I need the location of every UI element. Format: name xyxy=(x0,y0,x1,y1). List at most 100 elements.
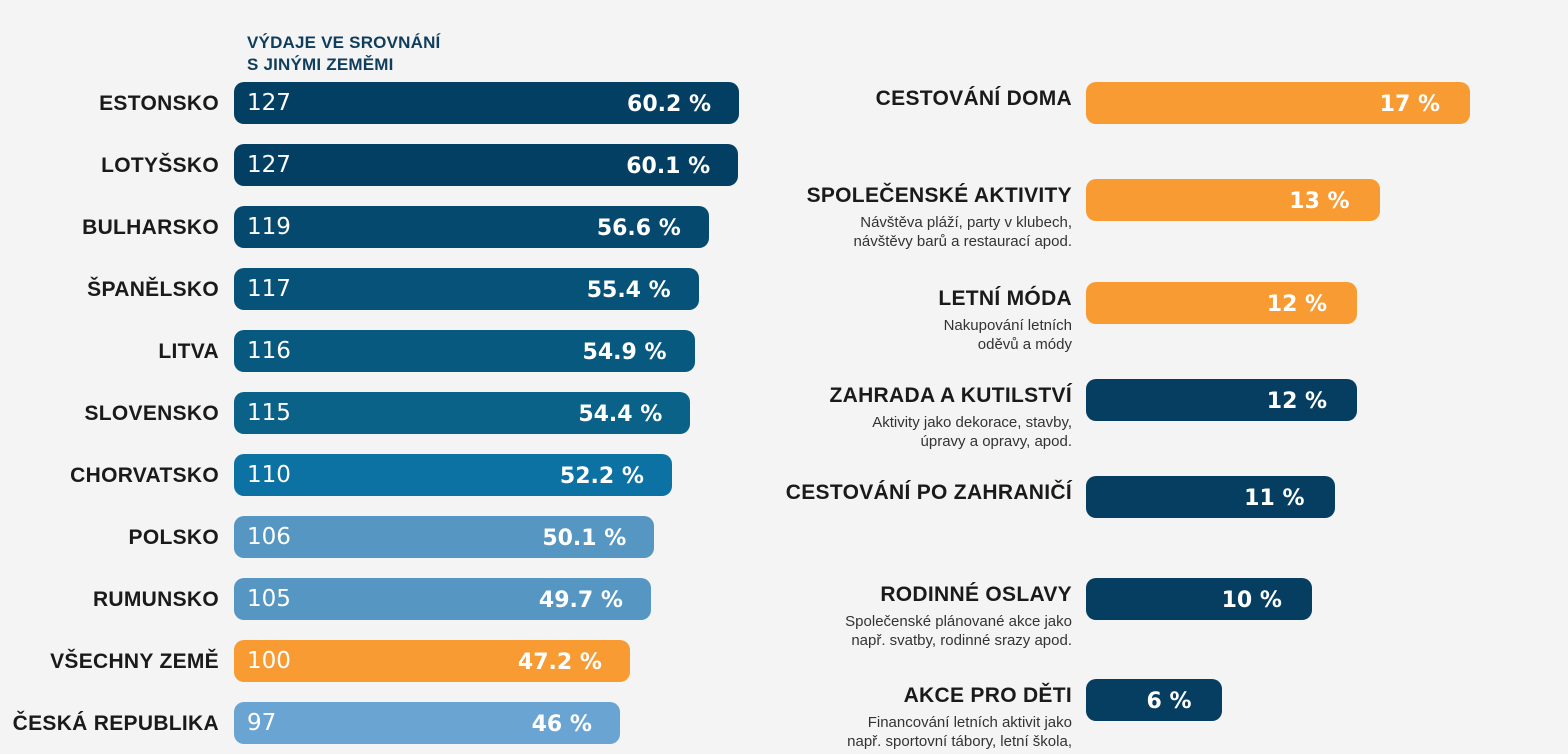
category-title: LETNÍ MÓDA xyxy=(938,287,1072,310)
chart-row: RUMUNSKO 105 49.7 % xyxy=(0,578,1568,622)
bar: 110 52.2 % xyxy=(234,454,672,496)
bar-value-label: 12 % xyxy=(1266,389,1328,414)
bar-value-label: 11 % xyxy=(1244,486,1305,511)
bar: 10 % xyxy=(1086,578,1312,620)
bar-index-label: 110 xyxy=(247,462,291,488)
category-description-line: oděvů a módy xyxy=(977,336,1072,353)
country-label: VŠECHNY ZEMĚ xyxy=(50,650,219,673)
category-row: LETNÍ MÓDA Nakupování letních oděvů a módy… xyxy=(0,282,1568,353)
category-row: CESTOVÁNÍ PO ZAHRANIČÍ 11 % xyxy=(0,476,1568,520)
category-row: AKCE PRO DĚTI Financování letních aktivit… xyxy=(0,679,1568,750)
bar-index-label: 100 xyxy=(247,648,291,674)
bar-percent-label: 54.9 % xyxy=(582,340,667,365)
category-row: ZAHRADA A KUTILSTVÍ Aktivity jako dekorac… xyxy=(0,379,1568,450)
country-label: ČESKÁ REPUBLIKA xyxy=(12,712,219,735)
category-description-line: návštěvy barů a restaurací apod. xyxy=(853,233,1072,250)
bar-value-label: 17 % xyxy=(1379,92,1440,117)
bar: 117 55.4 % xyxy=(234,268,699,310)
country-label: LITVA xyxy=(158,340,219,363)
category-title: CESTOVÁNÍ DOMA xyxy=(875,87,1072,110)
bar-index-label: 105 xyxy=(247,586,291,612)
bar-value-label: 6 % xyxy=(1146,689,1192,714)
country-label: BULHARSKO xyxy=(82,216,219,239)
category-title: ZAHRADA A KUTILSTVÍ xyxy=(829,384,1072,407)
country-label: POLSKO xyxy=(128,526,219,549)
category-title: AKCE PRO DĚTI xyxy=(903,684,1072,707)
bar-index-label: 116 xyxy=(247,338,291,364)
bar-percent-label: 60.2 % xyxy=(627,92,711,117)
category-row: CESTOVÁNÍ DOMA 17 % xyxy=(0,82,1568,126)
bar-percent-label: 50.1 % xyxy=(542,526,627,551)
category-title: RODINNÉ OSLAVY xyxy=(880,583,1072,606)
bar-value-label: 10 % xyxy=(1221,588,1282,613)
bar: 97 46 % xyxy=(234,702,620,744)
bar: 100 47.2 % xyxy=(234,640,630,682)
category-description-line: Aktivity jako dekorace, stavby, xyxy=(872,414,1072,431)
bar: 11 % xyxy=(1086,476,1335,518)
category-description: Společenské plánované akce jako např. sva… xyxy=(752,612,1072,650)
category-description: Financování letních aktivit jako např. sp… xyxy=(752,713,1072,751)
country-label: CHORVATSKO xyxy=(70,464,219,487)
bar-percent-label: 46 % xyxy=(531,712,592,737)
bar-percent-label: 55.4 % xyxy=(586,278,671,303)
bar: 106 50.1 % xyxy=(234,516,655,558)
category-description-line: úpravy a opravy, apod. xyxy=(920,433,1072,450)
bar-index-label: 115 xyxy=(247,400,291,426)
bar-value-label: 13 % xyxy=(1289,189,1350,214)
bar: 105 49.7 % xyxy=(234,578,651,620)
category-description: Nakupování letních oděvů a módy xyxy=(752,316,1072,354)
chart-row: CHORVATSKO 110 52.2 % xyxy=(0,454,1568,498)
bar-percent-label: 60.1 % xyxy=(626,154,711,179)
bar: 13 % xyxy=(1086,179,1380,221)
chart-title-line-2: S JINÝMI ZEMĚMI xyxy=(247,55,394,74)
category-description-line: např. svatby, rodinné srazy apod. xyxy=(851,632,1072,649)
country-label: LOTYŠSKO xyxy=(101,154,219,177)
bar: 17 % xyxy=(1086,82,1470,124)
chart-row: ČESKÁ REPUBLIKA 97 46 % xyxy=(0,702,1568,746)
chart-row: VŠECHNY ZEMĚ 100 47.2 % xyxy=(0,640,1568,684)
category-description-line: např. sportovní tábory, letní škola, xyxy=(847,733,1072,750)
chart-title-line-1: VÝDAJE VE SROVNÁNÍ xyxy=(247,33,441,52)
country-label: ŠPANĚLSKO xyxy=(87,278,219,301)
bar: 12 % xyxy=(1086,379,1358,421)
bar: 6 % xyxy=(1086,679,1222,721)
bar: 12 % xyxy=(1086,282,1358,324)
chart-row: SLOVENSKO 115 54.4 % xyxy=(0,392,1568,436)
bar: 127 60.1 % xyxy=(234,144,739,186)
bar-index-label: 119 xyxy=(247,214,291,240)
bar-index-label: 117 xyxy=(247,276,291,302)
bar-index-label: 127 xyxy=(247,90,291,116)
category-row: SPOLEČENSKÉ AKTIVITY Návštěva pláží, part… xyxy=(0,179,1568,250)
chart-row: ESTONSKO 127 60.2 % xyxy=(0,82,1568,126)
country-label: SLOVENSKO xyxy=(84,402,219,425)
country-label: RUMUNSKO xyxy=(92,588,219,611)
chart-row: LITVA 116 54.9 % xyxy=(0,330,1568,374)
bar-percent-label: 54.4 % xyxy=(578,402,663,427)
bar-percent-label: 52.2 % xyxy=(559,464,644,489)
category-description-line: Nakupování letních xyxy=(943,317,1072,334)
bar-percent-label: 49.7 % xyxy=(538,588,623,613)
country-label: ESTONSKO xyxy=(99,92,219,115)
category-description-line: Návštěva pláží, party v klubech, xyxy=(860,214,1072,231)
chart-row: POLSKO 106 50.1 % xyxy=(0,516,1568,560)
category-title: SPOLEČENSKÉ AKTIVITY xyxy=(806,184,1072,207)
bar-index-label: 127 xyxy=(247,152,291,178)
bar: 115 54.4 % xyxy=(234,392,691,434)
chart-title: VÝDAJE VE SROVNÁNÍ S JINÝMI ZEMĚMI xyxy=(247,32,440,76)
bar-value-label: 12 % xyxy=(1266,292,1328,317)
chart-row: LOTYŠSKO 127 60.1 % xyxy=(0,144,1568,188)
bar: 119 56.6 % xyxy=(234,206,709,248)
category-description-line: Společenské plánované akce jako xyxy=(845,613,1072,630)
bar: 127 60.2 % xyxy=(234,82,739,124)
category-row: RODINNÉ OSLAVY Společenské plánované akce… xyxy=(0,578,1568,649)
bar-index-label: 106 xyxy=(247,524,291,550)
category-description-line: Financování letních aktivit jako xyxy=(867,714,1072,731)
bar-percent-label: 56.6 % xyxy=(596,216,681,241)
category-title: CESTOVÁNÍ PO ZAHRANIČÍ xyxy=(785,481,1072,504)
chart-row: ŠPANĚLSKO 117 55.4 % xyxy=(0,268,1568,312)
chart-row: BULHARSKO 119 56.6 % xyxy=(0,206,1568,250)
category-description: Aktivity jako dekorace, stavby, úpravy a … xyxy=(752,413,1072,451)
bar: 116 54.9 % xyxy=(234,330,695,372)
bar-index-label: 97 xyxy=(247,710,277,736)
bar-percent-label: 47.2 % xyxy=(517,650,602,675)
